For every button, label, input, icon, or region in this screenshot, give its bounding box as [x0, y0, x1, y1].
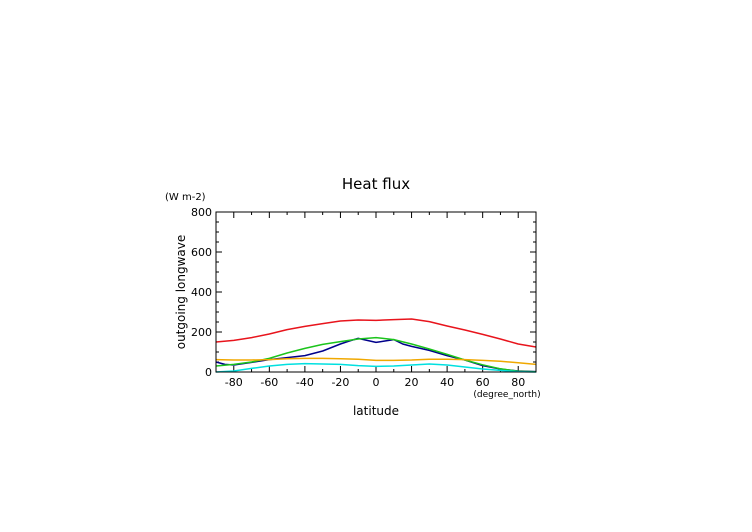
series-line-3: [215, 336, 537, 373]
x-unit-label: (degree_north): [473, 390, 540, 400]
x-axis-title: latitude: [353, 404, 399, 418]
x-tick-label: -60: [260, 376, 278, 389]
y-axis-title: outgoing longwave: [174, 235, 188, 350]
y-unit-label: (W m-2): [165, 192, 206, 203]
x-tick-label: 60: [476, 376, 490, 389]
x-tick-label: -80: [225, 376, 243, 389]
y-tick-label: 400: [191, 286, 212, 299]
series-line-1: [215, 318, 537, 348]
x-tick-label: 20: [405, 376, 419, 389]
x-tick-label: 40: [440, 376, 454, 389]
series-line-4: [215, 357, 537, 366]
plot-frame: [215, 211, 537, 373]
series-layer: [215, 318, 537, 373]
x-tick-label: 80: [511, 376, 525, 389]
y-tick-label: 800: [191, 206, 212, 219]
y-tick-label: 200: [191, 326, 212, 339]
y-tick-label: 0: [205, 366, 212, 379]
x-tick-label: -20: [331, 376, 349, 389]
chart-title: Heat flux: [342, 175, 410, 193]
x-tick-label: -40: [296, 376, 314, 389]
x-tick-label: 0: [373, 376, 380, 389]
y-tick-label: 600: [191, 246, 212, 259]
series-line-5: [215, 362, 537, 373]
